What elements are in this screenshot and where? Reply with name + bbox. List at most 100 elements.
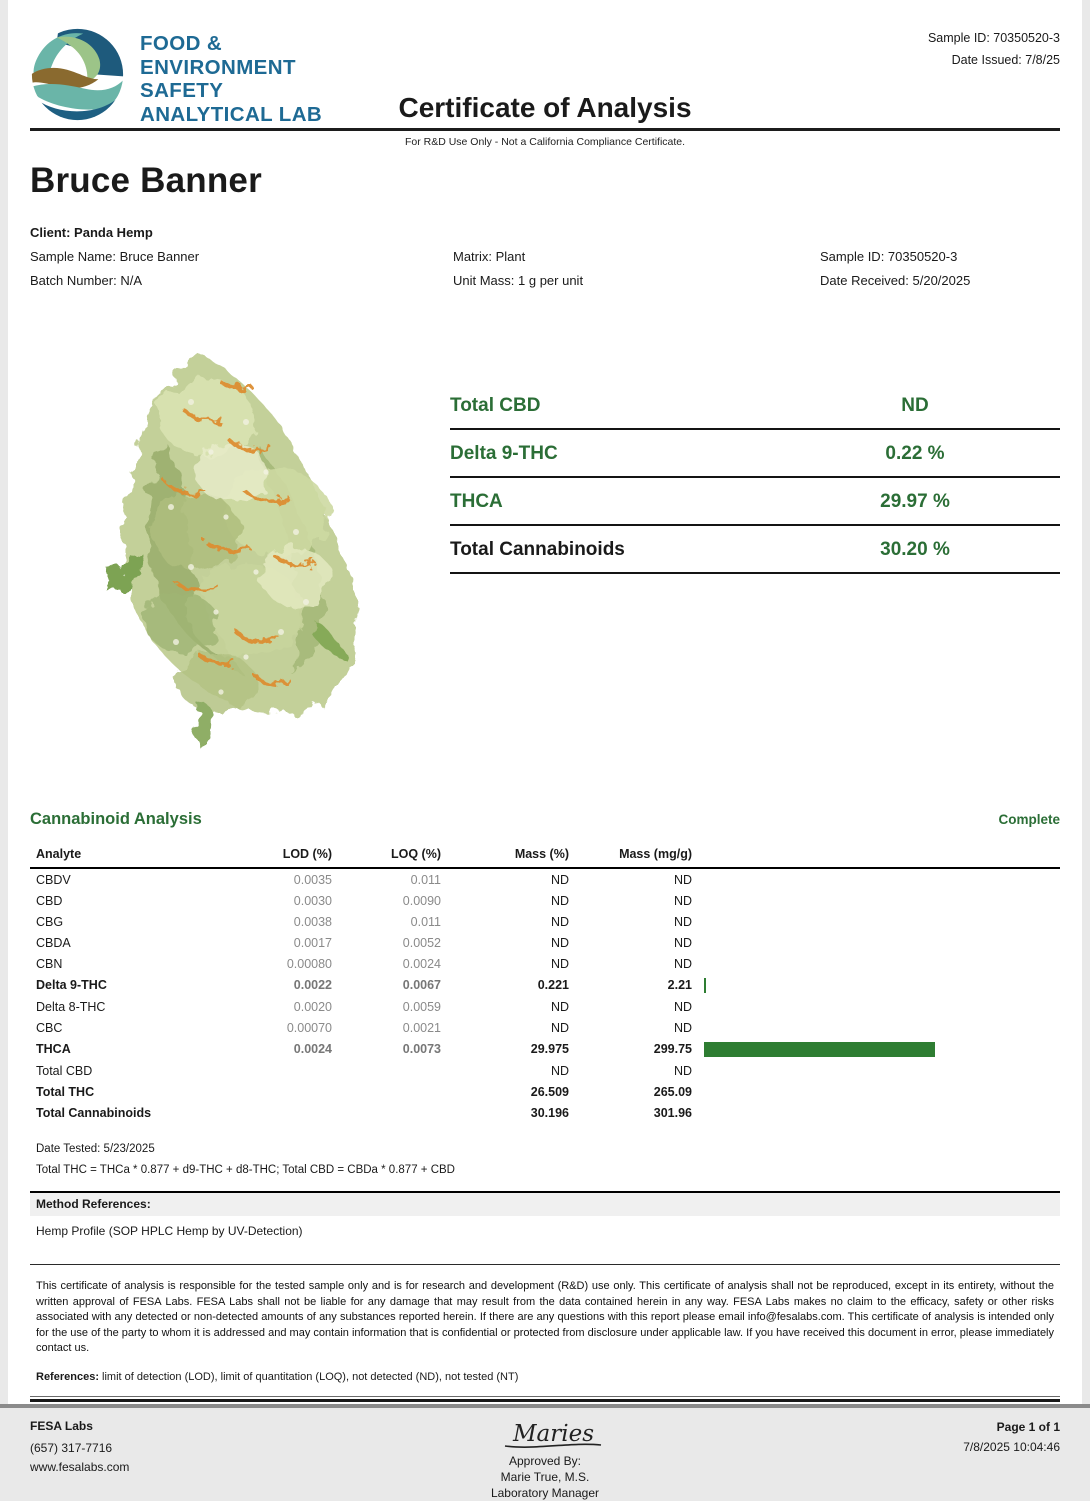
cell-loq: 0.0024 [402,956,441,971]
method-references-label: Method References: [30,1191,1060,1216]
total-thc-formula: Total THC = THCa * 0.877 + d9-THC + d8-T… [36,1164,455,1176]
summary-label: Total Cannabinoids [450,539,625,560]
summary-value: 30.20 % [880,539,950,560]
print-timestamp: 7/8/2025 10:04:46 [963,1439,1060,1454]
footer-page-info: Page 1 of 1 7/8/2025 10:04:46 [655,1417,1060,1501]
header: FOOD & ENVIRONMENT SAFETY ANALYTICAL LAB… [30,0,1060,131]
cell-loq: 0.0021 [402,1020,441,1035]
certificate-page: FOOD & ENVIRONMENT SAFETY ANALYTICAL LAB… [8,0,1082,1500]
summary-table: Total CBD ND Delta 9-THC 0.22 % THCA 29.97 % T… [450,382,1060,574]
cell-lod: 0.0017 [293,935,332,950]
approver-title: Laboratory Manager [490,1485,600,1500]
summary-row: Delta 9-THC 0.22 % [450,430,1060,478]
document-title: Certificate of Analysis [398,92,692,123]
mass-bar-cell [698,932,1060,953]
header-meta: Sample ID: 70350520-3 Date Issued: 7/8/2… [928,27,1060,71]
col-lod: LOD (%) [230,845,338,869]
date-received-field: Date Received: 5/20/2025 [820,273,971,288]
header-sample-id: Sample ID: 70350520-3 [927,31,1060,45]
matrix-field: Matrix: Plant [453,249,526,264]
cell-lod [230,1060,338,1081]
logo-line: ANALYTICAL LAB [140,102,323,126]
analyte-row: Delta 8-THC 0.0020 0.0059 ND ND [30,996,1060,1017]
cell-lod: 0.0024 [293,1042,332,1056]
unit-mass-field: Unit Mass: 1 g per unit [453,273,584,288]
lab-logo-text: FOOD & ENVIRONMENT SAFETY ANALYTICAL LAB [140,27,322,127]
summary-value: 0.22 % [885,443,945,464]
footer: FESA Labs (657) 317-7716 www.fesalabs.co… [30,1417,1060,1501]
footer-divider [30,1395,1060,1397]
cell-analyte: Delta 8-THC [36,999,106,1014]
cell-mass_mg: ND [673,1063,692,1078]
analyte-row: Total CBD ND ND [30,1060,1060,1081]
summary-row: Total CBD ND [450,382,1060,430]
cell-lod [230,1081,338,1102]
analyte-row: Total THC 26.509 265.09 [30,1081,1060,1102]
cell-loq [338,1102,447,1123]
cell-mass_mg: ND [673,893,692,908]
lab-logo-icon [30,27,125,127]
main-visual-section: Total CBD ND Delta 9-THC 0.22 % THCA 29.97 % T… [30,312,1060,794]
col-bar [698,845,1060,869]
cell-analyte: CBC [36,1020,63,1035]
mass-bar-cell [698,868,1060,890]
col-mass-mg: Mass (mg/g) [575,845,698,869]
cell-mass_mg: ND [673,935,692,950]
sample-name-field: Sample Name: Bruce Banner [30,249,200,264]
cell-loq: 0.011 [410,914,441,929]
mass-bar-cell [698,890,1060,911]
disclaimer-text: This certificate of analysis is responsi… [30,1264,1060,1357]
approved-by-label: Approved By: [508,1453,582,1468]
sample-title: Bruce Banner [30,161,262,200]
analyte-row: CBC 0.00070 0.0021 ND ND [30,1017,1060,1038]
mass-bar-cell [698,1081,1060,1102]
date-tested: Date Tested: 5/23/2025 [36,1143,155,1155]
sample-info: Client: Panda Hemp Sample Name: Bruce Ba… [30,225,1060,288]
client-field: Client: Panda Hemp [30,225,153,240]
mass-bar-cell [698,1017,1060,1038]
cell-mass_mg: ND [673,956,692,971]
mass-bar [704,977,706,993]
analyte-row: CBDV 0.0035 0.011 ND ND [30,868,1060,890]
cell-mass_pct: ND [550,914,569,929]
document-subtitle: For R&D Use Only - Not a California Comp… [404,136,686,148]
cell-lod: 0.0022 [293,978,332,992]
cell-loq [338,1060,447,1081]
summary-value: ND [901,395,929,416]
footer-approval: Maries Approved By: Marie True, M.S. Lab… [435,1417,655,1501]
cell-mass_pct: 30.196 [530,1105,569,1120]
summary-value: 29.97 % [880,491,950,512]
cell-mass_pct: 26.509 [530,1084,569,1099]
analyte-row: THCA 0.0024 0.0073 29.975 299.75 [30,1038,1060,1060]
cell-mass_pct: 0.221 [537,978,569,992]
approver-name: Marie True, M.S. [500,1469,590,1484]
footer-lab-name: FESA Labs [30,1418,93,1433]
summary-row: THCA 29.97 % [450,478,1060,526]
col-loq: LOQ (%) [338,845,447,869]
analyte-row: CBG 0.0038 0.011 ND ND [30,911,1060,932]
cell-mass_mg: ND [673,1020,692,1035]
cell-analyte: THCA [36,1042,71,1056]
references-line: References: limit of detection (LOD), li… [30,1371,1060,1383]
cell-lod: 0.00080 [286,956,332,971]
analyte-row: Delta 9-THC 0.0022 0.0067 0.221 2.21 [30,974,1060,996]
mass-bar-cell [698,974,1060,996]
analyte-row: Total Cannabinoids 30.196 301.96 [30,1102,1060,1123]
footer-phone: (657) 317-7716 [30,1440,113,1455]
cell-analyte: CBG [36,914,64,929]
cell-loq: 0.0059 [402,999,441,1014]
sample-id-field: Sample ID: 70350520-3 [820,249,958,264]
analysis-header-row: Analyte LOD (%) LOQ (%) Mass (%) Mass (m… [30,845,1060,869]
cell-mass_mg: 301.96 [653,1105,692,1120]
cell-mass_mg: ND [673,872,692,887]
cell-analyte: Total Cannabinoids [36,1105,152,1120]
cell-loq: 0.0067 [402,978,441,992]
summary-label: Total CBD [450,395,541,416]
cell-analyte: CBN [36,956,63,971]
cell-mass_mg: 299.75 [653,1042,692,1056]
cell-lod: 0.0035 [293,872,332,887]
cell-analyte: CBDA [36,935,71,950]
col-mass-pct: Mass (%) [447,845,575,869]
cell-mass_pct: ND [550,1063,569,1078]
